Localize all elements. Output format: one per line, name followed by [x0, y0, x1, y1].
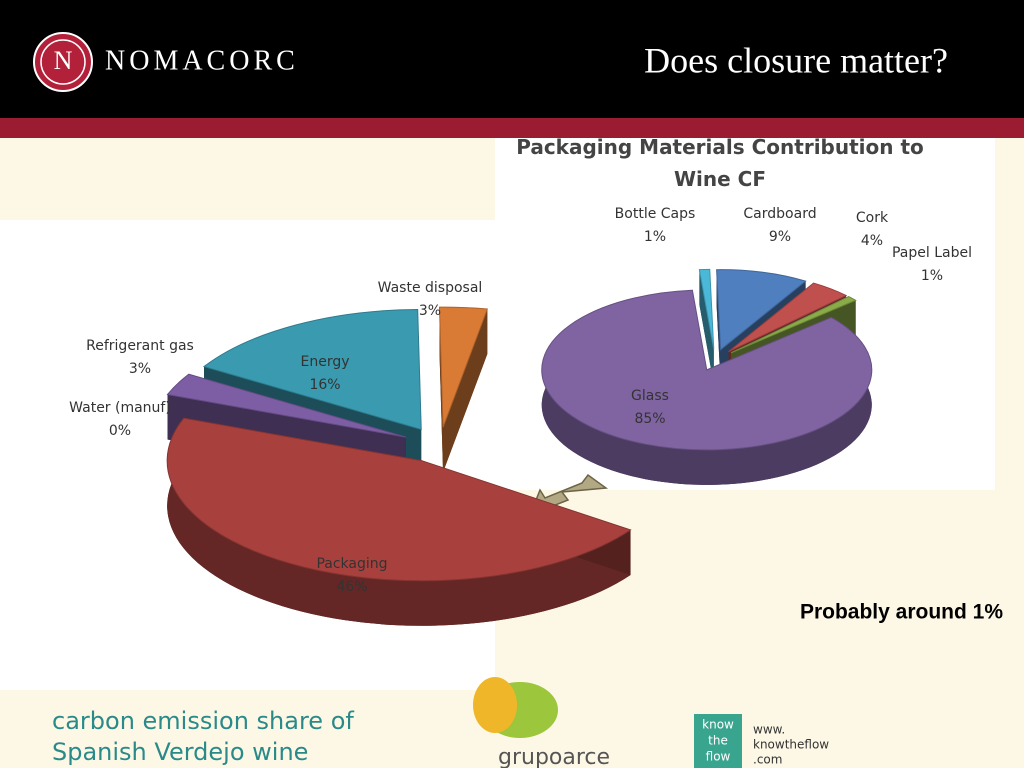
ktf: know [702, 718, 734, 732]
value-label: 3% [129, 361, 151, 377]
slice-wall [699, 269, 714, 385]
chart-title: Packaging Materials Contribution to Wine … [516, 135, 924, 191]
slice [716, 269, 807, 351]
value-label: 85% [634, 411, 665, 427]
slice-wall [443, 308, 488, 473]
logo-leaf [473, 677, 517, 733]
slice-side [167, 418, 631, 626]
slice-label: Cardboard [743, 206, 816, 222]
logo-text: grupoarce [498, 745, 610, 768]
chart-title-line: Packaging Materials Contribution to [516, 135, 924, 159]
value-label: 1% [644, 229, 666, 245]
slice-label: Packaging [316, 556, 387, 572]
slice-label: Energy [300, 354, 349, 370]
value-label: 4% [861, 233, 883, 249]
slice [728, 282, 848, 353]
caption: Spanish Verdejo wine [52, 738, 308, 766]
slice [166, 417, 632, 582]
ktf-url: .com [753, 753, 782, 767]
slice [541, 289, 873, 451]
logo-circle [33, 32, 93, 92]
logo-letter: N [54, 46, 73, 75]
ktf-url: knowtheflow [753, 738, 829, 752]
slice-label: Glass [631, 388, 669, 404]
brand: NOMACORC [105, 45, 299, 76]
slice [438, 306, 489, 428]
slice-label: Refrigerant gas [86, 338, 194, 354]
chart-title-line: Wine CF [674, 167, 766, 191]
ktf-box [694, 714, 742, 768]
slice [166, 373, 407, 438]
value-label: 9% [769, 229, 791, 245]
header-bar [0, 0, 1024, 118]
caption: carbon emission share of [52, 707, 354, 735]
value-label: 16% [309, 377, 340, 393]
ktf: the [708, 734, 728, 748]
slice [698, 268, 715, 350]
value-label: 0% [109, 423, 131, 439]
value-label: 1% [921, 268, 943, 284]
slice [202, 308, 422, 431]
header-strip [0, 118, 1024, 138]
value-label: 3% [419, 303, 441, 319]
slice [730, 296, 857, 354]
slice-label: Papel Label [892, 245, 972, 261]
slice-label: Waste disposal [378, 280, 483, 296]
slice-label: Bottle Caps [615, 206, 696, 222]
ktf-url: www. [753, 723, 785, 737]
note: Probably around 1% [800, 601, 1003, 624]
value-label: 46% [336, 579, 367, 595]
ktf: flow [706, 750, 731, 764]
slice-label: Cork [856, 210, 889, 226]
slide-title: Does closure matter? [644, 40, 948, 80]
logo-ring [40, 39, 86, 85]
slice-label: Water (manuf) [69, 400, 171, 416]
